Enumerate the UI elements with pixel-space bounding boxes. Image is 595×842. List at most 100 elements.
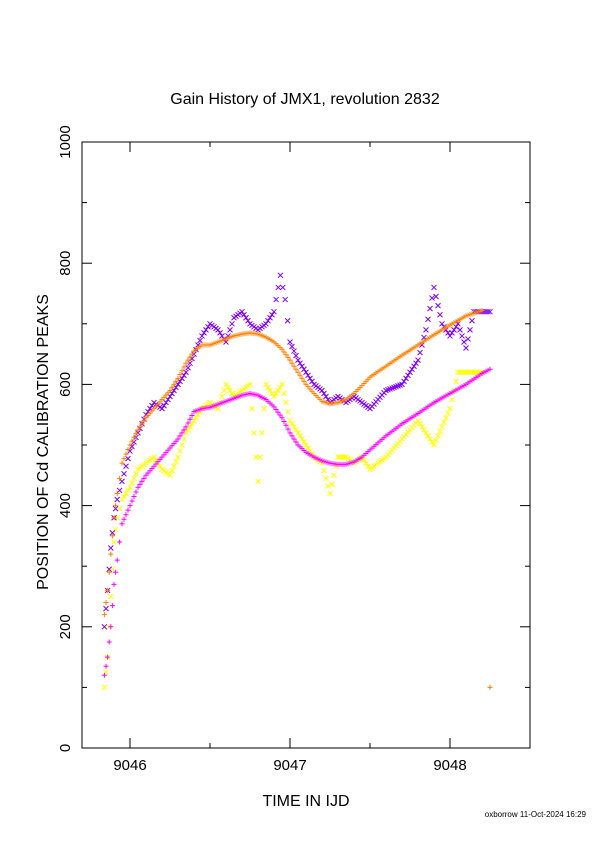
- data-point: [215, 327, 221, 333]
- data-point: [429, 295, 435, 301]
- data-point: [101, 623, 108, 630]
- data-point: [289, 360, 295, 366]
- data-point: [127, 442, 133, 448]
- data-point: [405, 372, 411, 379]
- data-point: [291, 436, 297, 442]
- data-point: [287, 417, 293, 424]
- data-point: [285, 408, 291, 415]
- data-point: [284, 317, 291, 324]
- data-point: [443, 414, 449, 421]
- data-point: [113, 569, 119, 575]
- data-point: [219, 393, 225, 400]
- x-tick-label: 9047: [273, 757, 306, 774]
- data-point: [275, 387, 281, 394]
- data-point: [277, 272, 284, 279]
- data-point: [271, 404, 277, 410]
- data-point: [181, 436, 187, 442]
- data-point: [167, 387, 173, 393]
- data-point: [201, 330, 207, 336]
- data-point: [112, 505, 119, 512]
- data-point: [449, 396, 455, 403]
- y-tick-label: 600: [57, 372, 74, 397]
- data-point: [129, 480, 135, 486]
- data-point: [421, 426, 427, 433]
- data-point: [121, 470, 127, 477]
- data-point: [183, 424, 189, 430]
- data-point: [125, 447, 131, 453]
- data-point: [265, 384, 271, 391]
- data-point: [131, 434, 137, 440]
- data-point: [175, 454, 181, 460]
- data-point: [165, 396, 171, 403]
- data-point: [114, 490, 120, 496]
- data-point: [437, 311, 443, 318]
- series-layer: [101, 272, 493, 691]
- data-point: [275, 284, 282, 291]
- data-point: [157, 463, 163, 470]
- data-point: [273, 296, 279, 303]
- data-point: [463, 345, 469, 351]
- data-point: [409, 366, 415, 373]
- data-point: [177, 448, 183, 454]
- data-point: [485, 308, 491, 315]
- data-point: [447, 333, 453, 339]
- data-point: [293, 352, 299, 359]
- data-point: [105, 587, 111, 593]
- footer-stamp: oxborrow 11-Oct-2024 16:29: [485, 810, 587, 819]
- data-point: [431, 442, 437, 448]
- data-point: [257, 454, 263, 460]
- data-point: [329, 481, 335, 488]
- data-point: [105, 654, 111, 660]
- data-point: [205, 323, 211, 330]
- data-point: [119, 460, 125, 466]
- data-point: [227, 387, 233, 394]
- data-point: [282, 296, 289, 303]
- data-point: [281, 349, 287, 355]
- data-point: [287, 339, 293, 345]
- chart-title: Gain History of JMX1, revolution 2832: [170, 91, 440, 108]
- data-point: [279, 346, 285, 352]
- data-point: [259, 430, 265, 436]
- data-point: [121, 516, 127, 522]
- data-point: [116, 487, 123, 494]
- data-point: [133, 489, 139, 495]
- data-point: [111, 515, 117, 521]
- data-point: [435, 433, 441, 439]
- y-tick-label: 1000: [57, 125, 74, 158]
- data-point: [171, 463, 177, 470]
- data-point: [161, 402, 167, 409]
- x-tick-label: 9046: [113, 757, 146, 774]
- data-point: [467, 327, 473, 333]
- data-point: [245, 317, 251, 324]
- data-point: [469, 317, 475, 324]
- data-point: [401, 378, 407, 385]
- data-point: [271, 308, 277, 315]
- data-point: [283, 399, 289, 406]
- data-point: [453, 378, 459, 385]
- data-point: [439, 320, 445, 327]
- data-point: [429, 439, 435, 445]
- data-point: [303, 369, 309, 376]
- data-point: [427, 436, 433, 442]
- data-point: [177, 433, 183, 439]
- data-point: [287, 430, 293, 436]
- data-point: [189, 420, 195, 427]
- data-point: [299, 436, 305, 442]
- data-point: [287, 357, 293, 363]
- data-point: [123, 451, 129, 457]
- data-point: [279, 381, 285, 388]
- data-point: [293, 439, 299, 445]
- data-point: [301, 439, 307, 445]
- data-point: [423, 327, 429, 333]
- data-point: [431, 284, 437, 291]
- data-point: [407, 369, 413, 376]
- data-point: [103, 605, 109, 612]
- tick-labels: 9046 9047 9048 0 200 400 600 800 1000: [57, 125, 467, 774]
- data-point: [137, 481, 143, 487]
- axis-ticks: [82, 141, 531, 749]
- data-point: [106, 569, 112, 575]
- data-point: [129, 498, 135, 504]
- data-point: [301, 378, 307, 384]
- x-axis-label: TIME IN IJD: [262, 793, 349, 810]
- data-point: [217, 330, 223, 336]
